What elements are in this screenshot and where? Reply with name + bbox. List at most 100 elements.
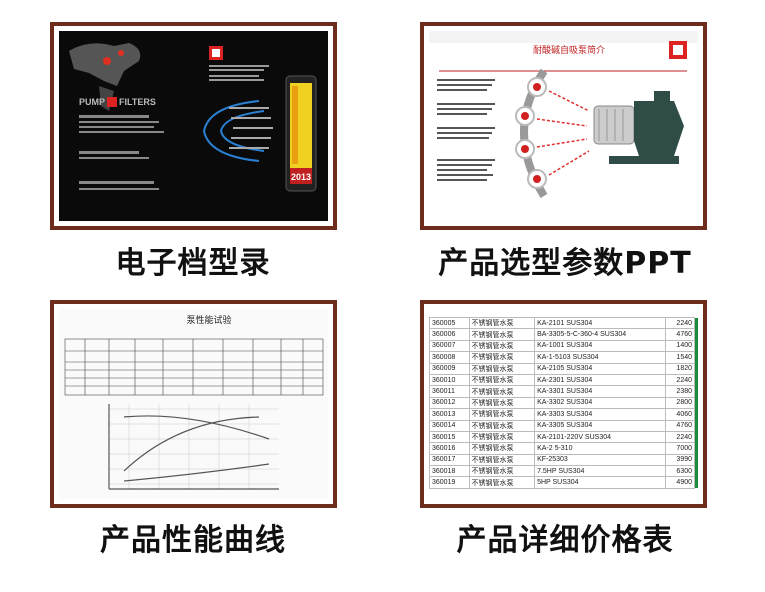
price-cell: 不锈钢管水泵 <box>468 442 536 455</box>
price-cell: 7.5HP SUS304 <box>534 465 667 478</box>
price-table: 360005 不锈钢管水泵 KA-2101 SUS304 2240 360006 不锈钢管… <box>429 316 698 489</box>
price-cell: 4900 <box>665 476 695 489</box>
price-cell: 不锈钢管水泵 <box>468 430 536 444</box>
price-cell: KA-3302 SUS304 <box>534 396 667 410</box>
price-cell: 不锈钢管水泵 <box>468 408 536 421</box>
price-cell: 6300 <box>665 465 695 478</box>
slide-title: 耐酸碱自吸泵简介 <box>533 44 605 56</box>
price-row: 360009 不锈钢管水泵 KA-2105 SUS304 1820 <box>429 362 698 375</box>
price-cell: 4760 <box>665 328 695 341</box>
price-cell: 1820 <box>665 362 695 375</box>
price-cell: 不锈钢管水泵 <box>468 351 536 364</box>
row-accent <box>694 454 698 466</box>
price-cell: 360014 <box>429 419 470 432</box>
ppt-image: 耐酸碱自吸泵简介 <box>429 31 698 221</box>
price-cell: KA-2101 SUS304 <box>534 316 667 330</box>
price-cell: 不锈钢管水泵 <box>468 419 536 432</box>
price-cell: 360008 <box>429 351 470 364</box>
price-cell: KA-2 5-310 <box>534 442 667 455</box>
caption: 电子档型录 <box>115 246 271 281</box>
price-cell: KF-25303 <box>534 453 667 467</box>
price-cell: 1400 <box>665 339 695 353</box>
brand-text: FILTERS <box>119 97 156 107</box>
price-cell: 360018 <box>429 465 470 478</box>
price-cell: 不锈钢管水泵 <box>468 476 536 489</box>
price-cell: 2240 <box>665 430 695 444</box>
price-row: 360014 不锈钢管水泵 KA-3305 SUS304 4760 <box>429 419 698 432</box>
price-cell: 4060 <box>665 408 695 421</box>
price-cell: 1540 <box>665 351 695 364</box>
price-cell: 360013 <box>429 408 470 421</box>
price-cell: 360012 <box>429 396 470 410</box>
price-row: 360010 不锈钢管水泵 KA-2301 SUS304 2240 <box>429 373 698 387</box>
row-accent <box>694 385 698 398</box>
price-cell: KA-1001 SUS304 <box>534 339 667 353</box>
row-accent <box>694 442 698 455</box>
price-cell: 360016 <box>429 442 470 455</box>
price-cell: KA-3301 SUS304 <box>534 385 667 398</box>
price-row: 360017 不锈钢管水泵 KF-25303 3990 <box>429 453 698 467</box>
price-cell: KA-2101-220V SUS304 <box>534 430 667 444</box>
price-row: 360011 不锈钢管水泵 KA-3301 SUS304 2380 <box>429 385 698 398</box>
price-cell: 360017 <box>429 453 470 467</box>
price-frame: 360005 不锈钢管水泵 KA-2101 SUS304 2240 360006 不锈钢管… <box>420 300 707 508</box>
price-cell: 不锈钢管水泵 <box>468 465 536 478</box>
row-accent <box>694 431 698 443</box>
price-cell: 4760 <box>665 419 695 432</box>
price-cell: KA-2105 SUS304 <box>534 362 667 375</box>
price-cell: 不锈钢管水泵 <box>468 453 536 467</box>
price-row: 360012 不锈钢管水泵 KA-3302 SUS304 2800 <box>429 396 698 410</box>
ppt-frame: 耐酸碱自吸泵简介 <box>420 22 707 230</box>
caption: 产品详细价格表 <box>456 523 674 558</box>
curve-frame: 泵性能试验 <box>50 300 337 508</box>
row-accent <box>694 420 698 432</box>
row-accent <box>694 328 698 341</box>
row-accent <box>694 351 698 364</box>
row-accent <box>694 317 698 329</box>
caption: 产品性能曲线 <box>100 523 286 558</box>
row-accent <box>694 340 698 352</box>
price-cell: KA-2301 SUS304 <box>534 373 667 387</box>
price-cell: 5HP SUS304 <box>534 476 667 489</box>
caption: 产品选型参数PPT <box>438 246 692 281</box>
price-table-body: 360005 不锈钢管水泵 KA-2101 SUS304 2240 360006 不锈钢管… <box>429 316 698 489</box>
catalog-image: PUMP FILTERS 2013 <box>59 31 328 221</box>
price-cell: 不锈钢管水泵 <box>468 373 536 387</box>
price-cell: 不锈钢管水泵 <box>468 316 536 330</box>
price-cell: 360009 <box>429 362 470 375</box>
price-cell: 7000 <box>665 442 695 455</box>
price-cell: 不锈钢管水泵 <box>468 396 536 410</box>
price-row: 360015 不锈钢管水泵 KA-2101-220V SUS304 2240 <box>429 430 698 444</box>
row-accent <box>694 374 698 386</box>
price-row: 360018 不锈钢管水泵 7.5HP SUS304 6300 <box>429 465 698 478</box>
price-cell: 不锈钢管水泵 <box>468 339 536 353</box>
price-cell: 360019 <box>429 476 470 489</box>
price-row: 360016 不锈钢管水泵 KA-2 5-310 7000 <box>429 442 698 455</box>
price-row: 360005 不锈钢管水泵 KA-2101 SUS304 2240 <box>429 316 698 330</box>
price-cell: 360005 <box>429 316 470 330</box>
curve-image: 泵性能试验 <box>59 309 328 499</box>
price-cell: 360011 <box>429 385 470 398</box>
price-cell: 不锈钢管水泵 <box>468 362 536 375</box>
catalog-frame: PUMP FILTERS 2013 <box>50 22 337 230</box>
row-accent <box>694 363 698 375</box>
price-cell: 2800 <box>665 396 695 410</box>
row-accent <box>694 465 698 477</box>
price-cell: KA-1-5103 SUS304 <box>534 351 667 364</box>
price-row: 360013 不锈钢管水泵 KA-3303 SUS304 4060 <box>429 408 698 421</box>
price-cell: 3990 <box>665 453 695 467</box>
brand-text: PUMP <box>79 97 105 107</box>
price-cell: KA-3303 SUS304 <box>534 408 667 421</box>
price-cell: 360007 <box>429 339 470 353</box>
price-cell: 2240 <box>665 373 695 387</box>
price-row: 360007 不锈钢管水泵 KA-1001 SUS304 1400 <box>429 339 698 353</box>
row-accent <box>694 476 698 489</box>
price-cell: 360006 <box>429 328 470 341</box>
price-cell: 不锈钢管水泵 <box>468 328 536 341</box>
row-accent <box>694 397 698 409</box>
price-cell: 360010 <box>429 373 470 387</box>
year-label: 2013 <box>291 172 311 182</box>
price-row: 360019 不锈钢管水泵 5HP SUS304 4900 <box>429 476 698 489</box>
price-row: 360008 不锈钢管水泵 KA-1-5103 SUS304 1540 <box>429 351 698 364</box>
